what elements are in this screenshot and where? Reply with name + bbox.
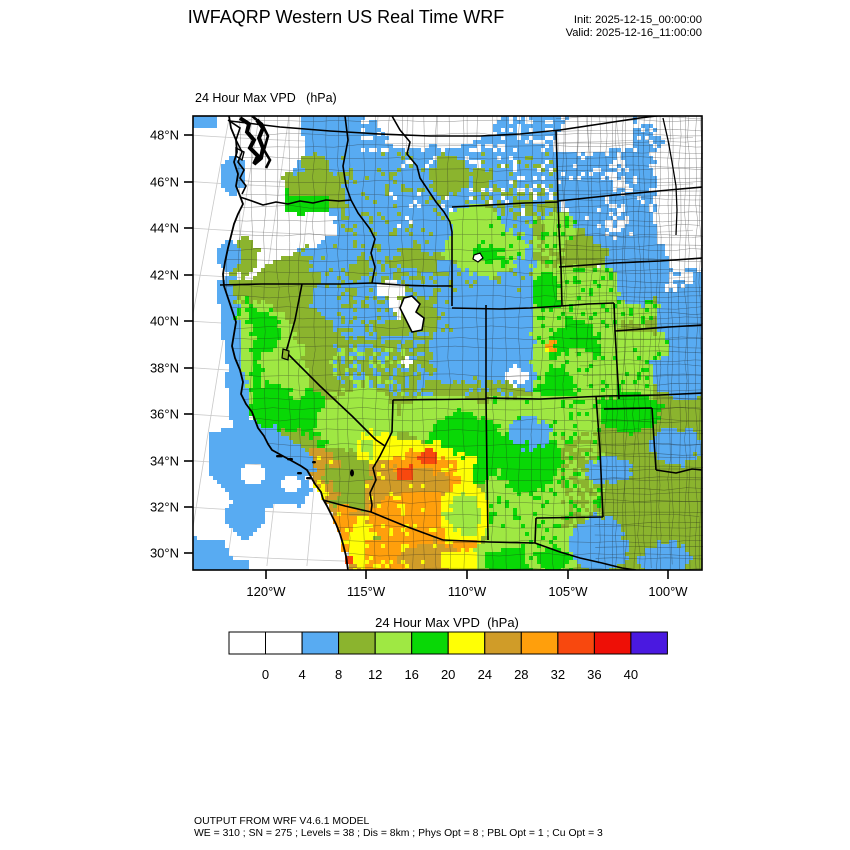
svg-text:Valid: 2025-12-16_11:00:00: Valid: 2025-12-16_11:00:00 [566,27,702,39]
svg-text:105°W: 105°W [548,584,588,599]
svg-text:24 Hour Max VPD (hPa): 24 Hour Max VPD (hPa) [195,91,337,105]
svg-text:36: 36 [587,667,601,682]
svg-text:16: 16 [404,667,418,682]
svg-text:30°N: 30°N [150,546,179,561]
svg-text:100°W: 100°W [648,584,688,599]
svg-text:38°N: 38°N [150,361,179,376]
svg-text:34°N: 34°N [150,454,179,469]
svg-text:WE = 310 ; SN = 275 ; Levels =: WE = 310 ; SN = 275 ; Levels = 38 ; Dis … [194,828,603,839]
svg-text:24 Hour Max VPD (hPa): 24 Hour Max VPD (hPa) [375,615,519,630]
svg-text:0: 0 [262,667,269,682]
svg-text:24: 24 [478,667,492,682]
svg-text:42°N: 42°N [150,268,179,283]
svg-text:44°N: 44°N [150,221,179,236]
svg-text:40: 40 [624,667,638,682]
svg-text:46°N: 46°N [150,175,179,190]
svg-text:110°W: 110°W [448,584,487,599]
svg-text:4: 4 [298,667,305,682]
svg-text:115°W: 115°W [347,584,386,599]
svg-text:IWFAQRP Western US Real Time W: IWFAQRP Western US Real Time WRF [188,7,504,27]
svg-text:28: 28 [514,667,528,682]
svg-text:8: 8 [335,667,342,682]
svg-text:32°N: 32°N [150,500,179,515]
svg-text:20: 20 [441,667,455,682]
svg-text:32: 32 [551,667,565,682]
svg-text:Init: 2025-12-15_00:00:00: Init: 2025-12-15_00:00:00 [574,14,702,26]
svg-text:36°N: 36°N [150,407,179,422]
svg-text:40°N: 40°N [150,314,179,329]
svg-text:48°N: 48°N [150,128,179,143]
svg-text:12: 12 [368,667,382,682]
svg-text:120°W: 120°W [246,584,286,599]
svg-text:OUTPUT FROM WRF V4.6.1 MODEL: OUTPUT FROM WRF V4.6.1 MODEL [194,816,370,827]
